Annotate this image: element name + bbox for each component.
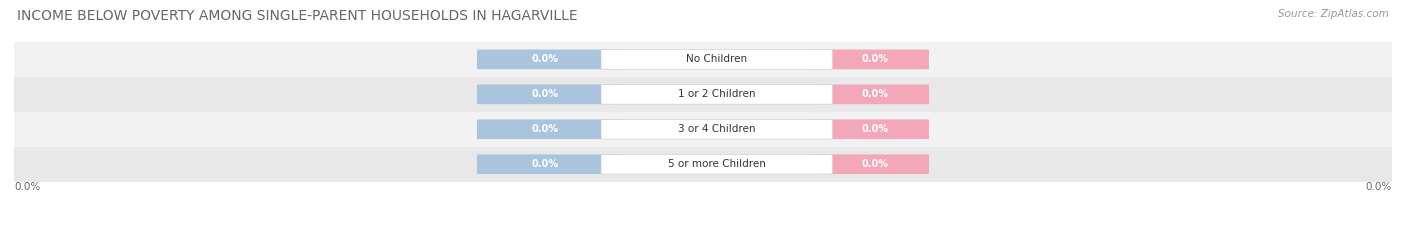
FancyBboxPatch shape [600,50,832,69]
FancyBboxPatch shape [477,85,623,104]
FancyBboxPatch shape [810,50,929,69]
Bar [14,42,1392,77]
Text: 0.0%: 0.0% [862,124,889,134]
Text: 1 or 2 Children: 1 or 2 Children [678,89,755,99]
FancyBboxPatch shape [477,154,929,174]
FancyBboxPatch shape [600,85,832,104]
FancyBboxPatch shape [477,120,623,139]
Text: 0.0%: 0.0% [862,89,889,99]
Bar [14,147,1392,182]
FancyBboxPatch shape [600,120,832,139]
Text: Source: ZipAtlas.com: Source: ZipAtlas.com [1278,9,1389,19]
FancyBboxPatch shape [810,120,929,139]
FancyBboxPatch shape [477,50,623,69]
FancyBboxPatch shape [810,154,929,174]
Text: 0.0%: 0.0% [531,124,558,134]
Bar [14,77,1392,112]
Text: 0.0%: 0.0% [1365,182,1392,192]
FancyBboxPatch shape [477,120,929,139]
FancyBboxPatch shape [477,85,929,104]
Text: 0.0%: 0.0% [531,159,558,169]
FancyBboxPatch shape [810,85,929,104]
Text: 0.0%: 0.0% [862,159,889,169]
FancyBboxPatch shape [600,154,832,174]
Text: 5 or more Children: 5 or more Children [668,159,766,169]
Text: INCOME BELOW POVERTY AMONG SINGLE-PARENT HOUSEHOLDS IN HAGARVILLE: INCOME BELOW POVERTY AMONG SINGLE-PARENT… [17,9,578,23]
Text: 0.0%: 0.0% [531,89,558,99]
FancyBboxPatch shape [477,50,929,69]
Text: 0.0%: 0.0% [862,55,889,64]
Text: No Children: No Children [686,55,748,64]
Text: 3 or 4 Children: 3 or 4 Children [678,124,755,134]
FancyBboxPatch shape [477,154,623,174]
Bar [14,112,1392,147]
Text: 0.0%: 0.0% [14,182,41,192]
Text: 0.0%: 0.0% [531,55,558,64]
